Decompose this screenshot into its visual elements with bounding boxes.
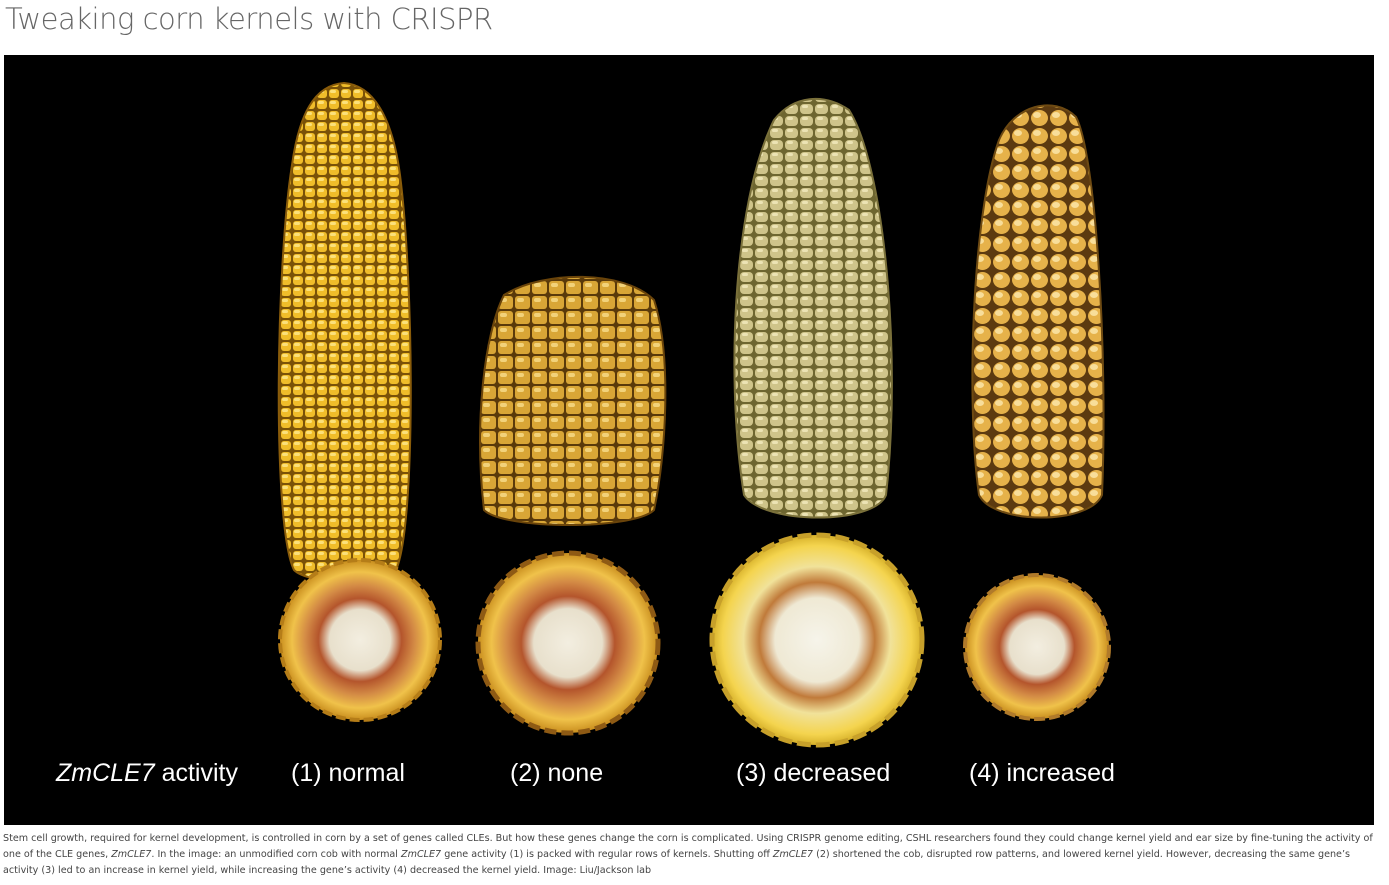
cross-section-normal [278,558,442,722]
gene-activity-suffix: activity [154,759,238,787]
gene-activity-label: ZmCLE7 activity [56,759,238,788]
caption-text-1: Stem cell growth, required for kernel de… [3,833,1373,860]
caption-gene-2: ZmCLE7 [401,849,442,860]
label-decreased: (3) decreased [736,759,891,787]
label-normal: (1) normal [291,759,405,787]
gene-name: ZmCLE7 [56,759,155,787]
label-none: (2) none [510,759,604,787]
cross-section-decreased [709,532,925,748]
ear-none [479,275,667,526]
label-increased: (4) increased [969,759,1115,787]
cross-section-increased [963,573,1111,721]
cross-section-none [475,550,661,736]
caption-text-3: gene activity (1) is packed with regular… [441,849,773,860]
caption-text-2: . In the image: an unmodified corn cob w… [151,849,402,860]
ear-normal [277,81,412,583]
figure-caption: Stem cell growth, required for kernel de… [3,831,1383,879]
page-title: Tweaking corn kernels with CRISPR [5,2,493,36]
ear-decreased [733,97,893,519]
caption-gene-1: ZmCLE7 [111,849,152,860]
caption-gene-3: ZmCLE7 [772,849,814,860]
ear-increased [971,104,1105,519]
caption-text-4: (2) shortened the cob, disrupted row pat… [3,849,1351,876]
corn-illustration [277,81,1111,748]
corn-photo: ZmCLE7 activity (1) normal (2) none (3) … [4,55,1374,825]
